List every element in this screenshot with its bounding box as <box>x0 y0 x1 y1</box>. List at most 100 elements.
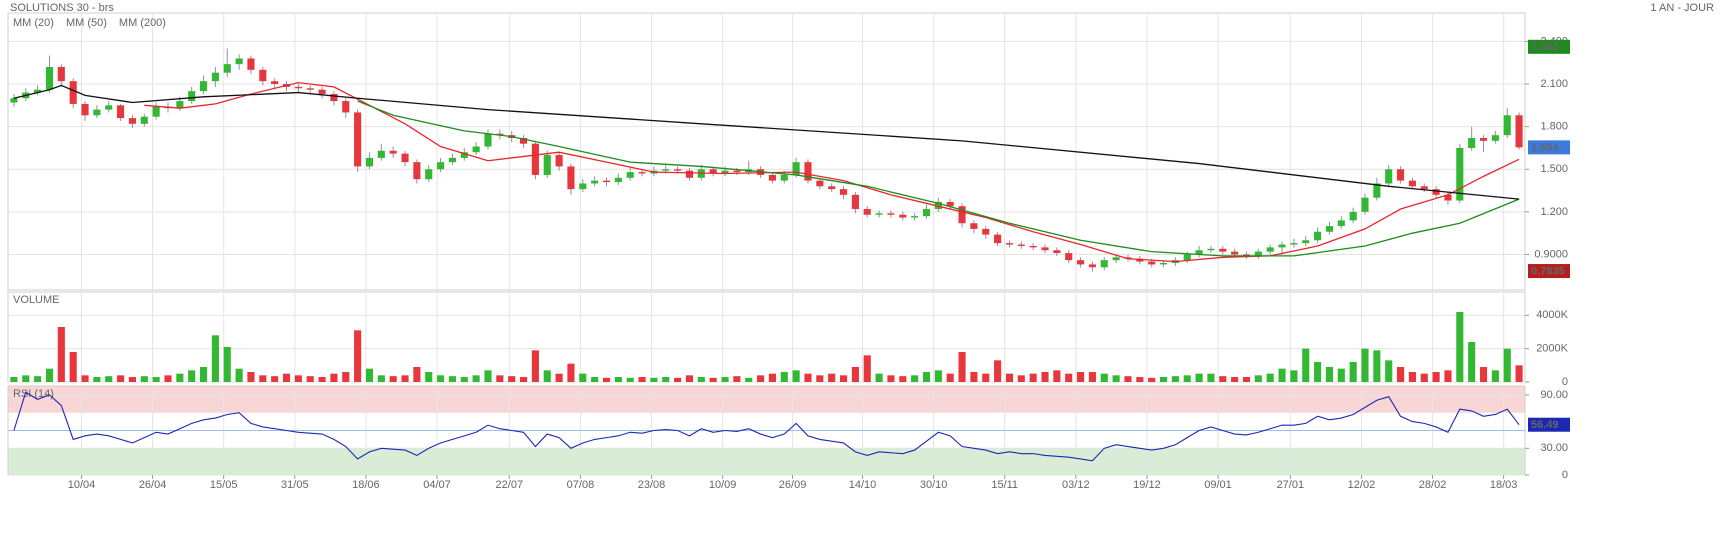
candle-body <box>626 172 634 178</box>
volume-bar <box>1503 348 1511 382</box>
candle-body <box>425 169 433 180</box>
candle-body <box>1065 253 1073 261</box>
x-tick-label: 18/06 <box>352 479 380 491</box>
candle-body <box>354 112 362 167</box>
volume-bar <box>946 373 954 382</box>
volume-bar <box>757 375 765 382</box>
volume-bar <box>413 367 421 382</box>
candle-body <box>685 170 694 178</box>
candle-body <box>839 189 848 195</box>
volume-bar <box>768 373 776 382</box>
volume-bar <box>93 377 101 382</box>
volume-bar <box>188 370 196 382</box>
candle-body <box>1136 258 1144 262</box>
x-tick-label: 09/01 <box>1204 479 1232 491</box>
volume-bar <box>531 350 539 382</box>
candle-body <box>591 180 599 184</box>
candle-body <box>223 64 231 73</box>
volume-bar <box>1491 370 1499 382</box>
volume-bar <box>460 377 468 382</box>
candle-body <box>911 216 919 218</box>
candle-body <box>792 162 800 175</box>
candle-body <box>1077 260 1085 265</box>
volume-bar <box>1420 373 1428 382</box>
legend-entry: MM (20) <box>13 17 54 29</box>
price-tag-label: 2.362 <box>1531 41 1559 53</box>
volume-bar <box>365 368 374 382</box>
volume-bar <box>1349 362 1357 382</box>
volume-bar <box>875 373 883 382</box>
candle-body <box>1290 243 1298 245</box>
candle-body <box>271 81 279 85</box>
candle-body <box>1349 211 1357 221</box>
x-tick-label: 23/08 <box>638 479 666 491</box>
candle-body <box>1302 240 1310 244</box>
y-tick-label: 0 <box>1562 469 1568 481</box>
volume-bar <box>1444 370 1452 382</box>
y-tick-label: 2.100 <box>1540 78 1568 90</box>
candle-body <box>1361 197 1369 212</box>
x-tick-label: 10/04 <box>68 479 96 491</box>
volume-bar <box>1479 367 1488 382</box>
candle-body <box>57 66 65 82</box>
x-tick-label: 26/04 <box>139 479 167 491</box>
volume-bar <box>508 376 516 382</box>
candle-body <box>1420 186 1428 190</box>
volume-bar <box>911 375 919 382</box>
candle-body <box>851 194 859 210</box>
volume-bar <box>1290 370 1298 382</box>
y-tick-label: 1.500 <box>1540 163 1568 175</box>
x-tick-label: 12/02 <box>1348 479 1376 491</box>
candle-body <box>662 169 670 171</box>
candle-body <box>768 174 776 181</box>
chart-subtitle: 1 AN - JOUR <box>1650 2 1714 14</box>
candle-body <box>93 109 101 116</box>
candle-body <box>1195 250 1203 255</box>
volume-bar <box>496 375 504 382</box>
volume-bar <box>401 375 409 382</box>
volume-bar <box>1171 376 1179 382</box>
volume-bar <box>1041 372 1049 382</box>
volume-bar <box>105 376 113 382</box>
candle-body <box>199 81 208 92</box>
x-tick-label: 22/07 <box>496 479 524 491</box>
candle-body <box>247 58 255 70</box>
volume-bar <box>176 373 184 382</box>
candle-body <box>816 180 824 187</box>
price-tag-label: 0.7835 <box>1531 265 1565 277</box>
candle-body <box>982 228 990 235</box>
candle-body <box>1432 189 1440 195</box>
candle-body <box>804 162 812 181</box>
candle-body <box>709 169 717 174</box>
x-tick-label: 15/05 <box>210 479 238 491</box>
candle-body <box>1373 183 1381 198</box>
volume-bar <box>1337 368 1345 382</box>
y-tick-label: 90.00 <box>1540 389 1568 401</box>
candle-body <box>1468 138 1476 148</box>
candle-body <box>211 72 219 82</box>
volume-bar <box>994 360 1002 382</box>
price-tag-label: 56.49 <box>1531 419 1559 431</box>
volume-bar <box>377 375 385 382</box>
volume-bar <box>970 372 978 382</box>
volume-bar <box>199 367 208 382</box>
panel-frame <box>7 12 1526 291</box>
candle-body <box>1159 263 1168 265</box>
volume-bar <box>1397 367 1405 382</box>
panel-title: VOLUME <box>13 294 59 306</box>
y-tick-label: 1.200 <box>1540 206 1568 218</box>
volume-bar <box>733 376 741 382</box>
y-tick-label: 0.9000 <box>1534 248 1568 260</box>
volume-bar <box>602 377 611 382</box>
candle-body <box>1219 248 1227 252</box>
candle-body <box>1254 251 1262 256</box>
candle-body <box>294 86 302 89</box>
volume-bar <box>22 375 30 382</box>
candle-body <box>863 209 871 215</box>
volume-bar <box>1112 375 1120 382</box>
candle-body <box>45 66 54 90</box>
candle-body <box>342 101 350 113</box>
volume-bar <box>1385 360 1393 382</box>
volume-bar <box>389 376 397 382</box>
